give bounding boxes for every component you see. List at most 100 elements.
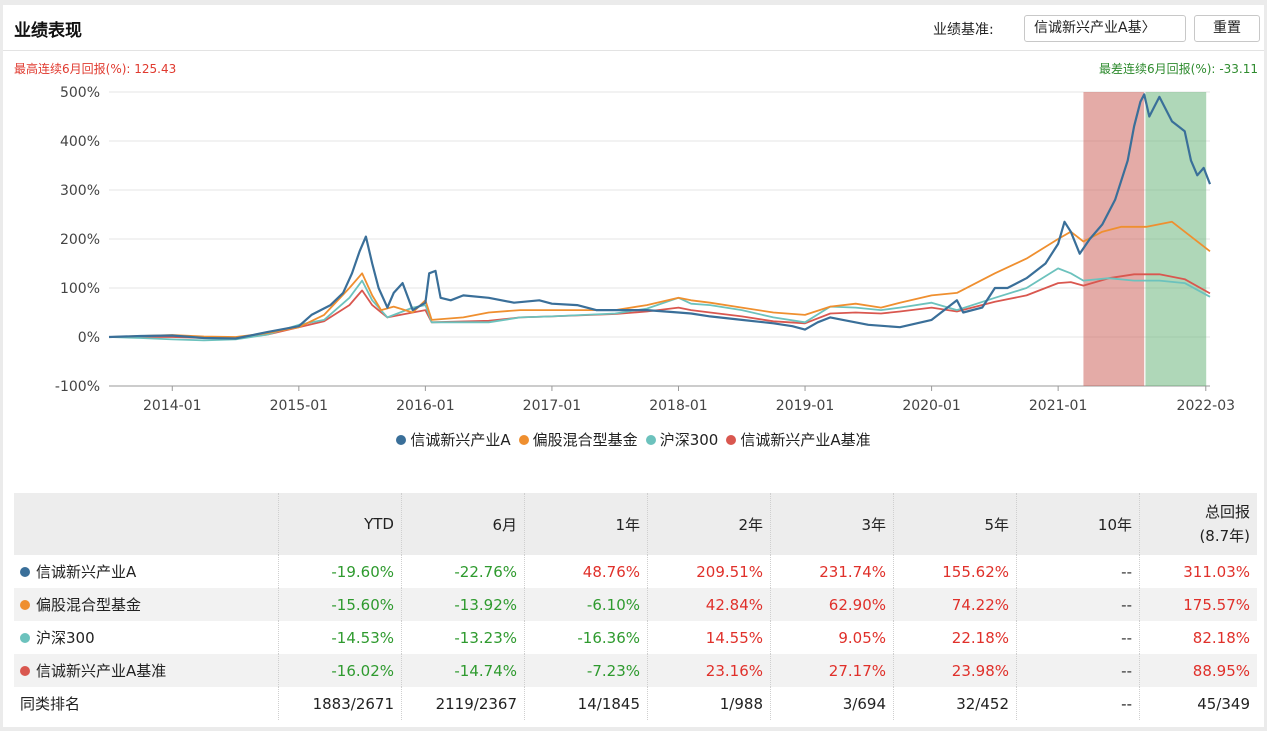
- table-cell: 22.18%: [893, 621, 1017, 654]
- y-tick-label: 500%: [60, 85, 100, 101]
- legend-label: 沪深300: [659, 431, 719, 449]
- rank-cell: 1883/2671: [278, 687, 402, 720]
- chart-legend: 信诚新兴产业A 偏股混合型基金 沪深300 信诚新兴产业A基准: [3, 429, 1264, 450]
- table-cell: 62.90%: [770, 588, 894, 621]
- y-tick-label: 0%: [78, 330, 100, 346]
- table-cell: 155.62%: [893, 555, 1017, 588]
- series-marker-icon: [20, 567, 30, 577]
- y-tick-label: -100%: [55, 379, 100, 395]
- header-3y: 3年: [770, 493, 894, 555]
- benchmark-select[interactable]: 信诚新兴产业A基〉: [1024, 15, 1186, 42]
- legend-label: 信诚新兴产业A基准: [740, 431, 871, 449]
- x-tick-label: 2016-01: [396, 398, 455, 414]
- header-2y: 2年: [647, 493, 771, 555]
- legend-item[interactable]: 信诚新兴产业A基准: [726, 429, 871, 450]
- series-line: [108, 93, 1212, 340]
- row-name: 沪深300: [36, 629, 95, 647]
- table-cell: 82.18%: [1192, 628, 1250, 647]
- header-10y: 10年: [1016, 493, 1140, 555]
- table-cell: 42.84%: [647, 588, 771, 621]
- table-cell: -16.02%: [278, 654, 402, 687]
- table-cell: 23.16%: [647, 654, 771, 687]
- x-tick-label: 2019-01: [776, 398, 835, 414]
- table-row: 偏股混合型基金 -15.60% -13.92% -6.10% 42.84% 62.90% 7…: [14, 588, 1257, 621]
- rank-label: 同类排名: [14, 687, 279, 720]
- row-name: 信诚新兴产业A: [36, 563, 137, 581]
- x-tick-label: 2018-01: [649, 398, 708, 414]
- table-cell: --: [1016, 621, 1140, 654]
- best-6m-label: 最高连续6月回报(%):: [14, 62, 131, 76]
- x-tick-label: 2017-01: [523, 398, 582, 414]
- table-cell: 48.76%: [524, 555, 648, 588]
- table-cell: 27.17%: [770, 654, 894, 687]
- header-6m: 6月: [401, 493, 525, 555]
- table-cell: -19.60%: [278, 555, 402, 588]
- row-name-cell: 信诚新兴产业A: [14, 555, 279, 588]
- best-6m-value: 125.43: [134, 62, 177, 76]
- header-total: 总回报 (8.7年): [1140, 493, 1258, 555]
- header-name-col: [14, 493, 279, 555]
- series-line: [108, 267, 1211, 342]
- rank-cell: 45/349: [1197, 694, 1250, 713]
- rank-cell: 14/1845: [524, 687, 648, 720]
- table-cell: -16.36%: [524, 621, 648, 654]
- x-tick-label: 2014-01: [143, 398, 202, 414]
- legend-marker-icon: [396, 435, 407, 445]
- row-name-cell: 沪深300: [14, 621, 279, 654]
- table-cell: -13.23%: [401, 621, 525, 654]
- series-marker-icon: [20, 633, 30, 643]
- rank-cell: 32/452: [893, 687, 1017, 720]
- row-name-cell: 信诚新兴产业A基准: [14, 654, 279, 687]
- rank-row: 同类排名 1883/2671 2119/2367 14/1845 1/988 3/694…: [14, 687, 1257, 720]
- row-name-cell: 偏股混合型基金: [14, 588, 279, 621]
- table-cell: -14.53%: [278, 621, 402, 654]
- table-cell: --: [1016, 555, 1140, 588]
- rank-cell: 3/694: [770, 687, 894, 720]
- legend-marker-icon: [726, 435, 737, 445]
- header-5y: 5年: [893, 493, 1017, 555]
- table-cell: -22.76%: [401, 555, 525, 588]
- table-cell: -13.92%: [401, 588, 525, 621]
- y-tick-label: 100%: [60, 281, 100, 297]
- rank-cell: 2119/2367: [401, 687, 525, 720]
- worst-6m-return: 最差连续6月回报(%): -33.11: [1099, 60, 1258, 77]
- header-ytd: YTD: [278, 493, 402, 555]
- worst-period-band: [1145, 92, 1207, 386]
- legend-label: 信诚新兴产业A: [410, 431, 511, 449]
- reset-button[interactable]: 重置: [1194, 15, 1260, 42]
- legend-item[interactable]: 信诚新兴产业A: [396, 429, 511, 450]
- table-cell: --: [1016, 654, 1140, 687]
- y-tick-label: 300%: [60, 183, 100, 199]
- legend-item[interactable]: 偏股混合型基金: [518, 429, 638, 450]
- table-cell: 14.55%: [647, 621, 771, 654]
- panel-header: 业绩表现 业绩基准: 信诚新兴产业A基〉 重置: [3, 5, 1264, 51]
- table-cell: --: [1016, 588, 1140, 621]
- performance-table: YTD 6月 1年 2年 3年 5年 10年 总回报 (8.7年) 信诚新兴产业…: [14, 493, 1257, 720]
- x-tick-label: 2020-01: [902, 398, 961, 414]
- table-row: 信诚新兴产业A -19.60% -22.76% 48.76% 209.51% 231.74…: [14, 555, 1257, 588]
- performance-panel: 业绩表现 业绩基准: 信诚新兴产业A基〉 重置 最高连续6月回报(%): 125…: [3, 5, 1264, 727]
- legend-label: 偏股混合型基金: [532, 431, 638, 449]
- table-cell: 9.05%: [770, 621, 894, 654]
- rank-cell: --: [1016, 687, 1140, 720]
- legend-item[interactable]: 沪深300: [645, 429, 719, 450]
- benchmark-label: 业绩基准:: [933, 22, 994, 38]
- row-name: 偏股混合型基金: [36, 596, 142, 614]
- table-header-row: YTD 6月 1年 2年 3年 5年 10年 总回报 (8.7年): [14, 493, 1257, 555]
- header-total-label: 总回报: [1204, 503, 1250, 521]
- table-cell: 23.98%: [893, 654, 1017, 687]
- row-name: 信诚新兴产业A基准: [36, 662, 167, 680]
- header-total-sub: (8.7年): [1199, 527, 1250, 545]
- performance-line-chart: 500% 400% 300% 200% 100% 0% -100% 2014-01 2015-0…: [55, 85, 1235, 414]
- worst-6m-label: 最差连续6月回报(%):: [1099, 62, 1216, 76]
- series-line: [109, 273, 1211, 339]
- table-cell: 88.95%: [1192, 661, 1250, 680]
- series-marker-icon: [20, 600, 30, 610]
- table-row: 信诚新兴产业A基准 -16.02% -14.74% -7.23% 23.16% 27.17…: [14, 654, 1257, 687]
- panel-title: 业绩表现: [14, 21, 82, 41]
- header-1y: 1年: [524, 493, 648, 555]
- legend-marker-icon: [645, 435, 656, 445]
- table-row: 沪深300 -14.53% -13.23% -16.36% 14.55% 9.05% 22.…: [14, 621, 1257, 654]
- best-6m-return: 最高连续6月回报(%): 125.43: [14, 60, 176, 77]
- table-cell: -14.74%: [401, 654, 525, 687]
